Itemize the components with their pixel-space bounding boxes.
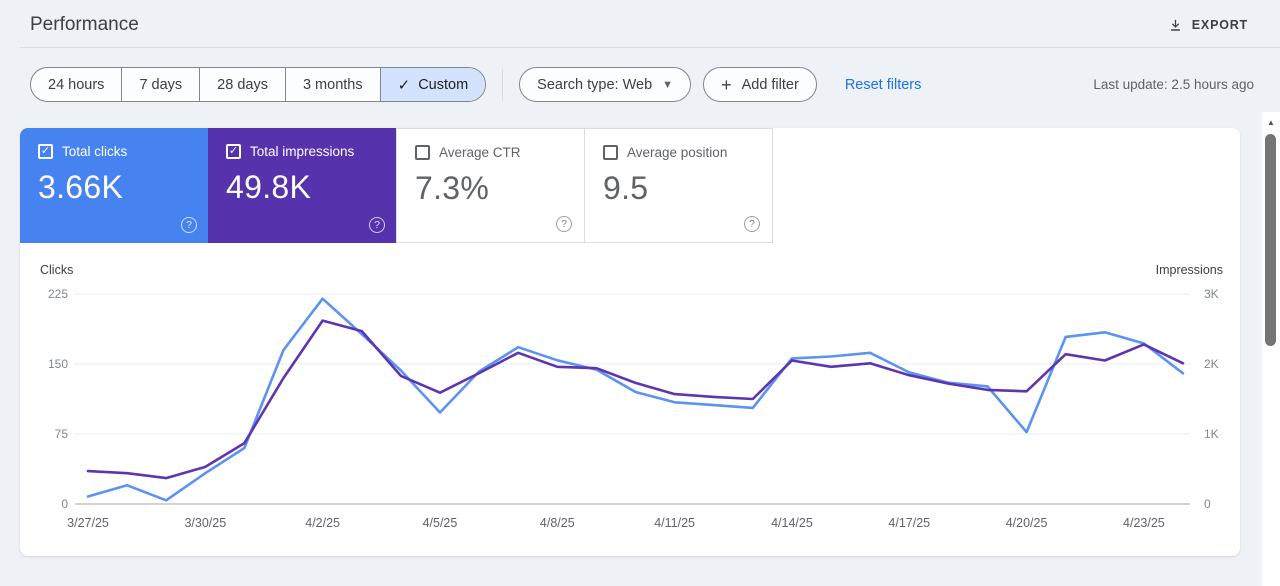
checkbox-total-clicks[interactable]: ✓ bbox=[38, 144, 53, 159]
metric-label: Total impressions bbox=[250, 144, 355, 159]
x-axis-label: 4/20/25 bbox=[1005, 516, 1048, 530]
help-icon[interactable]: ? bbox=[744, 216, 760, 232]
series-clicks-line bbox=[86, 297, 1185, 502]
checkmark-icon: ✓ bbox=[397, 76, 411, 94]
x-axis-label: 4/5/25 bbox=[422, 516, 458, 530]
performance-line-chart bbox=[75, 293, 1190, 505]
metric-card-total-clicks[interactable]: ✓ Total clicks 3.66K ? bbox=[20, 128, 209, 243]
date-range-chip-3-months[interactable]: 3 months bbox=[286, 68, 381, 101]
date-range-chip-24-hours[interactable]: 24 hours bbox=[31, 68, 123, 101]
x-axis-label: 4/17/25 bbox=[888, 516, 931, 530]
chip-label: 7 days bbox=[139, 76, 183, 93]
x-axis-label: 4/8/25 bbox=[539, 516, 575, 530]
performance-panel: ✓ Total clicks 3.66K ? ✓ Total impressio… bbox=[20, 128, 1240, 556]
metric-value: 3.66K bbox=[38, 169, 124, 205]
x-axis-label: 3/30/25 bbox=[184, 516, 227, 530]
date-range-chip-28-days[interactable]: 28 days bbox=[200, 68, 286, 101]
tick-label: 225 bbox=[47, 287, 68, 301]
checkbox-average-position[interactable] bbox=[603, 145, 618, 160]
right-axis-title: Impressions bbox=[1155, 263, 1223, 277]
x-axis-label: 4/11/25 bbox=[654, 516, 695, 530]
metric-value: 49.8K bbox=[226, 169, 312, 205]
metric-card-average-position[interactable]: Average position 9.5 ? bbox=[584, 128, 773, 243]
filter-bar: 24 hours 7 days 28 days 3 months ✓ Custo… bbox=[30, 67, 1254, 102]
date-range-chip-custom[interactable]: ✓ Custom bbox=[380, 68, 486, 101]
chip-label: 3 months bbox=[302, 76, 363, 93]
vertical-scrollbar[interactable]: ▲ bbox=[1262, 112, 1280, 586]
tick-label: 150 bbox=[47, 357, 68, 371]
x-axis-label: 4/23/25 bbox=[1123, 516, 1165, 530]
date-range-chip-7-days[interactable]: 7 days bbox=[122, 68, 201, 101]
export-label: EXPORT bbox=[1191, 18, 1248, 32]
tick-label: 75 bbox=[54, 427, 68, 441]
chip-label: 24 hours bbox=[48, 76, 105, 93]
checkbox-average-ctr[interactable] bbox=[415, 145, 430, 160]
page-header: Performance EXPORT bbox=[0, 0, 1280, 40]
add-filter-label: Add filter bbox=[741, 76, 799, 93]
tick-label: 1K bbox=[1204, 427, 1219, 441]
metric-value: 7.3% bbox=[415, 170, 490, 206]
page-title: Performance bbox=[30, 14, 139, 35]
header-divider bbox=[20, 47, 1280, 48]
checkbox-total-impressions[interactable]: ✓ bbox=[226, 144, 241, 159]
x-axis-label: 4/2/25 bbox=[305, 516, 341, 530]
metric-cards-row: ✓ Total clicks 3.66K ? ✓ Total impressio… bbox=[20, 128, 1240, 243]
last-update-text: Last update: 2.5 hours ago bbox=[1093, 77, 1254, 92]
tick-label: 3K bbox=[1204, 287, 1219, 301]
add-filter-button[interactable]: + Add filter bbox=[703, 67, 817, 102]
search-type-label: Search type: Web bbox=[537, 76, 653, 93]
chip-label: Custom bbox=[418, 76, 469, 93]
metric-label: Total clicks bbox=[62, 144, 128, 159]
metric-card-total-impressions[interactable]: ✓ Total impressions 49.8K ? bbox=[208, 128, 397, 243]
help-icon[interactable]: ? bbox=[369, 217, 385, 233]
tick-label: 0 bbox=[1204, 497, 1211, 511]
plus-icon: + bbox=[721, 74, 732, 95]
reset-filters-link[interactable]: Reset filters bbox=[844, 76, 922, 93]
series-impressions-line bbox=[86, 319, 1185, 480]
x-axis-label: 3/27/25 bbox=[67, 516, 109, 530]
export-button[interactable]: EXPORT bbox=[1162, 14, 1254, 37]
metric-value: 9.5 bbox=[603, 170, 649, 206]
tick-label: 2K bbox=[1204, 357, 1219, 371]
download-icon bbox=[1168, 18, 1183, 33]
filter-divider bbox=[502, 68, 504, 101]
tick-label: 0 bbox=[61, 497, 68, 511]
search-type-dropdown[interactable]: Search type: Web ▼ bbox=[519, 67, 692, 102]
scroll-up-icon[interactable]: ▲ bbox=[1267, 118, 1275, 127]
help-icon[interactable]: ? bbox=[181, 217, 197, 233]
metric-label: Average position bbox=[627, 145, 728, 160]
date-range-selector: 24 hours 7 days 28 days 3 months ✓ Custo… bbox=[30, 67, 487, 102]
scrollbar-thumb[interactable] bbox=[1265, 134, 1276, 346]
help-icon[interactable]: ? bbox=[556, 216, 572, 232]
chevron-down-icon: ▼ bbox=[662, 78, 674, 91]
left-axis-title: Clicks bbox=[40, 263, 74, 277]
chip-label: 28 days bbox=[217, 76, 268, 93]
metric-card-average-ctr[interactable]: Average CTR 7.3% ? bbox=[396, 128, 585, 243]
metric-label: Average CTR bbox=[439, 145, 521, 160]
x-axis-label: 4/14/25 bbox=[771, 516, 813, 530]
